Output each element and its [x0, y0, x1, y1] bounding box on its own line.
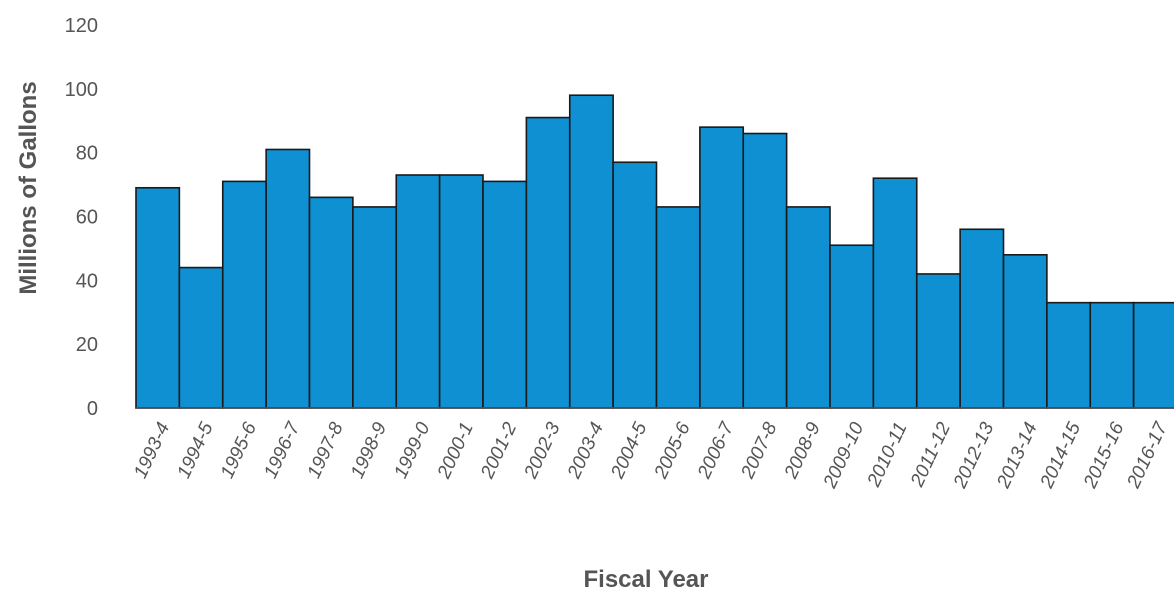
y-tick-label: 100	[65, 79, 98, 101]
x-tick-label: 2012-13	[949, 419, 998, 492]
bar	[482, 180, 528, 409]
bar	[742, 132, 788, 409]
bar	[221, 180, 267, 409]
bar	[568, 94, 614, 409]
x-tick-label: 2015-16	[1080, 419, 1129, 492]
bar	[1132, 301, 1174, 409]
bars	[135, 94, 1174, 409]
bar	[135, 186, 181, 409]
bar	[959, 228, 1005, 409]
x-tick-label: 2008-9	[780, 419, 825, 483]
bar	[699, 126, 745, 409]
x-tick-label: 2010-11	[863, 419, 911, 491]
x-tick-label: 2000-1	[433, 419, 477, 482]
x-tick-label: 2001-2	[477, 419, 522, 483]
bar	[829, 244, 875, 409]
x-tick-label: 2004-5	[607, 419, 652, 483]
bar	[872, 177, 918, 409]
bar	[1089, 301, 1135, 409]
y-tick-label: 0	[87, 398, 98, 420]
x-tick-label: 1999-0	[390, 419, 434, 482]
y-tick-label: 60	[76, 207, 98, 229]
bar	[265, 148, 311, 409]
y-tick-label: 80	[76, 143, 98, 165]
bar	[352, 206, 398, 409]
x-tick-label: 1994-5	[174, 419, 218, 482]
x-tick-label: 1997-8	[304, 419, 348, 482]
bar	[395, 174, 441, 409]
x-axis-title: Fiscal Year	[584, 566, 709, 593]
bar	[655, 206, 701, 409]
x-tick-label: 1998-9	[347, 419, 391, 482]
x-tick-label: 2014-15	[1036, 419, 1085, 492]
bar	[612, 161, 658, 409]
x-tick-label: 2005-6	[650, 419, 695, 483]
y-tick-label: 120	[65, 15, 98, 37]
y-axis-ticks: 0 20 40 60 80 100 120	[65, 15, 98, 420]
bar	[1002, 254, 1048, 409]
bar	[525, 116, 571, 409]
bar	[308, 196, 354, 409]
x-tick-label: 1995-6	[217, 419, 261, 482]
x-tick-label: 2011-12	[907, 419, 956, 491]
x-tick-label: 2016-17	[1123, 418, 1173, 492]
x-tick-label: 2002-3	[520, 419, 565, 483]
x-tick-label: 1993-4	[130, 419, 174, 482]
x-tick-label: 2003-4	[564, 419, 608, 482]
y-tick-label: 20	[76, 334, 98, 356]
y-axis-title: Millions of Gallons	[15, 81, 42, 294]
bar	[1046, 301, 1092, 409]
bar	[178, 266, 224, 409]
x-tick-label: 1996-7	[260, 418, 305, 482]
x-tick-label: 2009-10	[819, 419, 868, 492]
x-axis-ticks: 1993-4 1994-5 1995-6 1996-7 1997-8 1998-9 1999…	[130, 418, 1172, 492]
bar	[785, 206, 831, 409]
x-tick-label: 2007-8	[737, 419, 782, 483]
bar	[438, 174, 484, 409]
bar	[915, 273, 961, 409]
x-tick-label: 2013-14	[993, 419, 1042, 492]
y-tick-label: 40	[76, 270, 98, 292]
x-tick-label: 2006-7	[694, 418, 739, 483]
